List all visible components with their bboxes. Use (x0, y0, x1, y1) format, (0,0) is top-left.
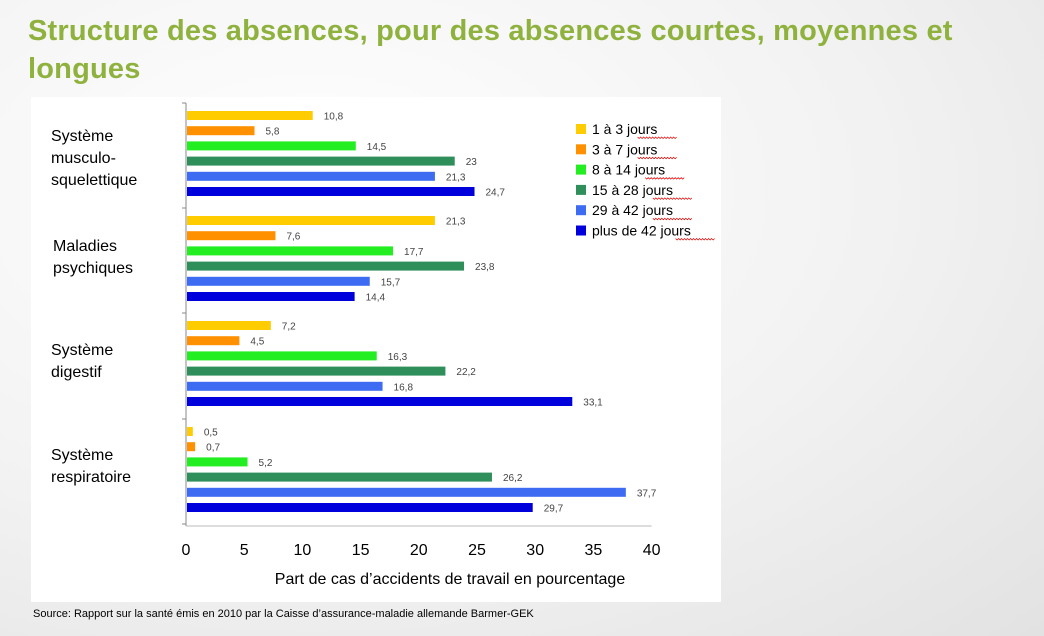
category-label-line: psychiques (53, 260, 133, 277)
bar-value-label: 21,3 (446, 217, 466, 228)
category-label-0: Système musculo-squelettique (51, 128, 137, 189)
bar-value-label: 21,3 (446, 172, 466, 183)
category-label-3: Système respiratoire (51, 447, 131, 486)
bar-value-label: 15,7 (381, 277, 401, 288)
legend-swatch (576, 124, 586, 134)
bar-value-label: 10,8 (324, 112, 344, 123)
category-label-line: Système (51, 128, 113, 145)
spellcheck-underline (637, 136, 677, 139)
category-label-line: Maladies (53, 238, 117, 255)
bar-value-label: 23,8 (475, 262, 495, 273)
bar-value-label: 24,7 (486, 188, 506, 199)
bar-value-label: 37,7 (637, 488, 657, 499)
category-label-line: musculo- (51, 150, 116, 167)
spellcheck-underline (675, 238, 715, 241)
x-tick-label: 40 (643, 542, 661, 559)
legend-swatch (576, 184, 586, 195)
bar-value-label: 29,7 (544, 504, 564, 515)
bar-2-4 (187, 381, 383, 391)
bar-3-5 (187, 503, 533, 512)
bar-1-4 (187, 276, 370, 286)
x-axis-title: Part de cas d’accidents de travail en po… (275, 571, 626, 588)
bar-0-5 (187, 187, 475, 196)
bar-3-4 (187, 487, 626, 497)
bar-0-0 (187, 111, 313, 120)
bar-value-label: 22,2 (456, 367, 476, 378)
bar-2-5 (187, 397, 573, 406)
bar-value-label: 17,7 (404, 247, 424, 258)
category-label-line: digestif (51, 364, 102, 381)
bar-0-1 (187, 126, 255, 136)
category-label-line: respiratoire (51, 469, 131, 486)
category-label-line: squelettique (51, 172, 137, 189)
legend-swatch (576, 225, 586, 236)
bar-value-label: 16,8 (394, 382, 414, 393)
x-tick-label: 20 (410, 542, 428, 559)
legend-swatch (576, 164, 586, 175)
bar-2-0 (187, 321, 271, 330)
legend-label-1: 3 à 7 jours (592, 141, 657, 157)
x-tick-label: 0 (182, 542, 191, 559)
category-label-1: Maladies psychiques (53, 238, 133, 277)
bar-value-label: 14,5 (367, 142, 387, 153)
bar-0-2 (187, 141, 356, 151)
bar-1-0 (187, 216, 435, 225)
bar-1-1 (187, 231, 276, 241)
category-label-2: Système digestif (51, 342, 113, 381)
legend-swatch (576, 144, 586, 155)
bar-value-label: 7,6 (286, 232, 300, 243)
bar-2-2 (187, 351, 377, 361)
legend-label-5: plus de 42 jours (592, 223, 691, 239)
x-tick-label: 25 (468, 542, 486, 559)
legend-swatch (576, 205, 586, 216)
spellcheck-underline (644, 177, 685, 180)
x-tick-label: 5 (240, 542, 249, 559)
x-tick-label: 15 (352, 542, 370, 559)
x-tick-label: 10 (294, 542, 312, 559)
bar-0-3 (187, 156, 455, 166)
spellcheck-underline (652, 197, 693, 200)
legend-label-2: 8 à 14 jours (592, 162, 665, 178)
category-label-line: Système (51, 342, 113, 359)
bar-value-label: 23 (466, 157, 478, 168)
bar-chart: 10,8 21,3 7,2 0,5 5,8 7,6 4,5 0,7 14,5 17,7 16,3 5,… (51, 102, 715, 588)
legend-label-3: 15 à 28 jours (592, 182, 673, 198)
bar-value-label: 0,5 (204, 428, 218, 439)
bar-2-1 (187, 336, 240, 346)
bar-value-label: 5,2 (259, 458, 273, 469)
spellcheck-underline (652, 217, 693, 221)
category-label-line: Système (51, 447, 113, 464)
bar-value-label: 0,7 (206, 443, 220, 454)
bar-0-4 (187, 171, 435, 181)
slide-title: Structure des absences, pour des absence… (28, 15, 953, 85)
bar-3-3 (187, 472, 492, 482)
bar-value-label: 26,2 (503, 473, 523, 484)
x-tick-label: 30 (526, 542, 544, 559)
source-note: Source: Rapport sur la santé émis en 201… (33, 608, 534, 620)
bar-3-2 (187, 457, 248, 467)
chart-panel: 10,8 21,3 7,2 0,5 5,8 7,6 4,5 0,7 14,5 17,7 16,3 5,… (31, 97, 721, 602)
bar-1-3 (187, 261, 465, 271)
bar-value-label: 5,8 (266, 127, 280, 138)
bar-1-2 (187, 246, 394, 256)
bar-value-label: 16,3 (388, 352, 408, 363)
bar-value-label: 7,2 (282, 322, 296, 333)
bar-value-label: 4,5 (250, 337, 264, 348)
bar-value-label: 33,1 (583, 398, 603, 409)
bar-value-label: 14,4 (366, 293, 386, 304)
bar-2-3 (187, 366, 446, 376)
bar-3-0 (187, 427, 193, 436)
bar-3-1 (187, 442, 196, 452)
legend-label-4: 29 à 42 jours (592, 202, 673, 218)
x-tick-label: 35 (585, 542, 603, 559)
spellcheck-underline (637, 156, 677, 160)
legend-label-0: 1 à 3 jours (592, 121, 657, 137)
bar-1-5 (187, 292, 355, 301)
